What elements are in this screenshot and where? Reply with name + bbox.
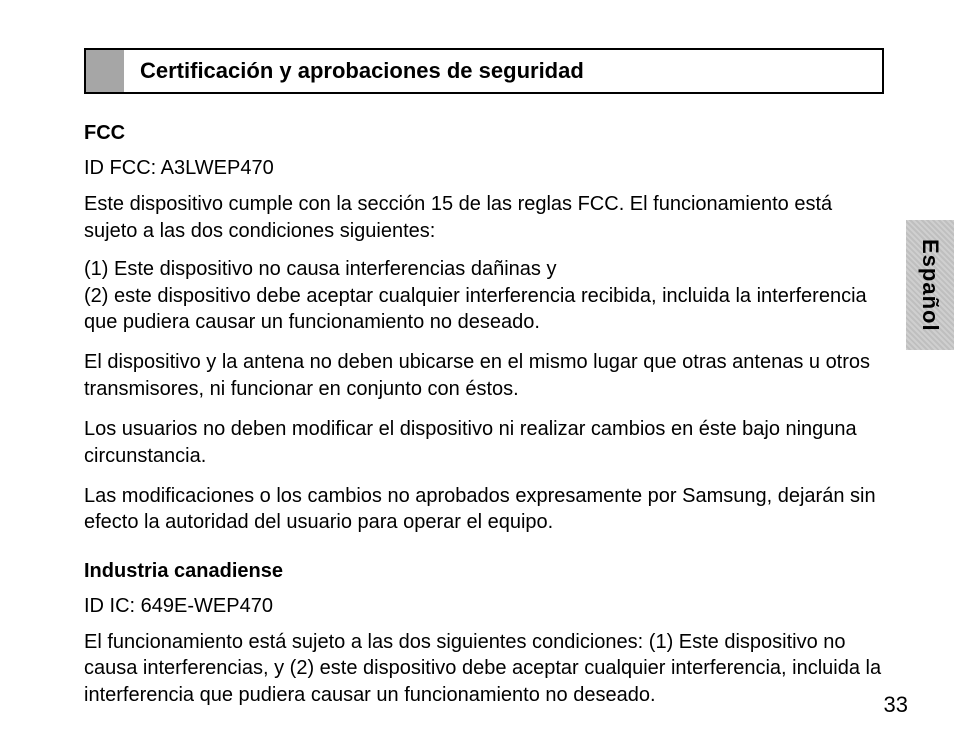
page-content: Certificación y aprobaciones de segurida… — [84, 48, 884, 708]
ic-paragraph: El funcionamiento está sujeto a las dos … — [84, 629, 884, 708]
page-number: 33 — [884, 692, 908, 718]
language-tab-label: Español — [917, 239, 943, 332]
fcc-condition-2: (2) este dispositivo debe aceptar cualqu… — [84, 285, 867, 333]
language-tab: Español — [906, 220, 954, 350]
section-title: Certificación y aprobaciones de segurida… — [124, 50, 882, 92]
fcc-paragraph-no-modify: Los usuarios no deben modificar el dispo… — [84, 416, 884, 469]
fcc-id-line: ID FCC: A3LWEP470 — [84, 155, 884, 181]
ic-id-line: ID IC: 649E-WEP470 — [84, 593, 884, 619]
header-accent-block — [86, 50, 124, 92]
fcc-heading: FCC — [84, 122, 884, 145]
section-header: Certificación y aprobaciones de segurida… — [84, 48, 884, 94]
fcc-paragraph-colocation: El dispositivo y la antena no deben ubic… — [84, 349, 884, 402]
fcc-condition-1: (1) Este dispositivo no causa interferen… — [84, 258, 556, 280]
fcc-conditions: (1) Este dispositivo no causa interferen… — [84, 256, 884, 335]
fcc-paragraph-void: Las modificaciones o los cambios no apro… — [84, 483, 884, 536]
ic-heading: Industria canadiense — [84, 560, 884, 583]
fcc-paragraph-intro: Este dispositivo cumple con la sección 1… — [84, 191, 884, 244]
